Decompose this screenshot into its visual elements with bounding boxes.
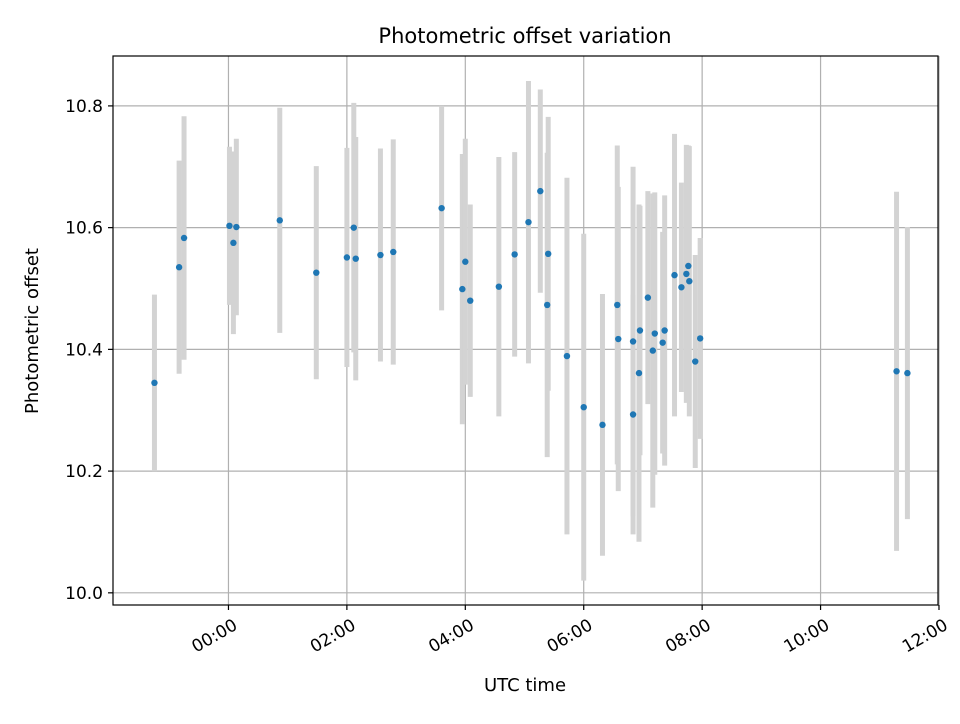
data-point [313,269,320,276]
data-point [233,223,240,231]
data-point [226,222,233,230]
data-point [377,251,384,259]
data-point [544,250,552,258]
data-point [151,379,158,387]
y-tick-label: 10.8 [65,97,103,117]
data-point [180,234,188,242]
y-axis-ticks: 10.0 10.2 10.4 10.6 10.8 [65,97,113,604]
data-point [671,271,678,279]
data-point [651,330,658,337]
data-point [635,369,643,377]
data-point [544,301,551,309]
data-point [459,285,466,293]
y-tick-label: 10.0 [65,584,103,604]
data-point [580,403,587,411]
y-tick-label: 10.2 [65,462,103,482]
data-point [563,352,571,360]
data-point [511,251,518,258]
data-point [904,369,911,377]
data-point [615,335,622,343]
data-point [683,270,690,278]
data-point [629,411,637,418]
data-point [525,218,532,226]
x-axis-label: UTC time [484,675,566,696]
data-point [614,301,621,309]
data-point [352,255,359,262]
y-tick-label: 10.4 [65,340,103,360]
data-point [462,258,469,265]
data-point [467,297,474,304]
data-point [636,327,644,334]
data-point [390,248,397,256]
data-point [659,339,666,346]
data-point [343,254,351,261]
data-point [678,284,685,291]
data-point [629,338,637,345]
data-point [644,294,652,301]
y-axis-label: Photometric offset [22,248,43,414]
y-tick-label: 10.6 [65,219,103,239]
data-point [438,204,445,212]
plot-frame [112,55,939,606]
data-point [230,239,237,247]
data-point [686,277,693,285]
data-points [151,187,911,429]
data-point [692,358,699,365]
data-point [495,283,503,290]
data-point [537,187,544,195]
data-point [175,264,183,271]
data-point [276,217,283,224]
data-point [599,421,606,429]
data-point [649,347,657,354]
data-point [350,224,357,231]
data-point [696,335,704,342]
chart-title: Photometric offset variation [378,24,671,48]
data-point [661,327,668,334]
data-point [685,262,692,270]
plot-area [113,56,938,605]
data-point [893,368,900,375]
